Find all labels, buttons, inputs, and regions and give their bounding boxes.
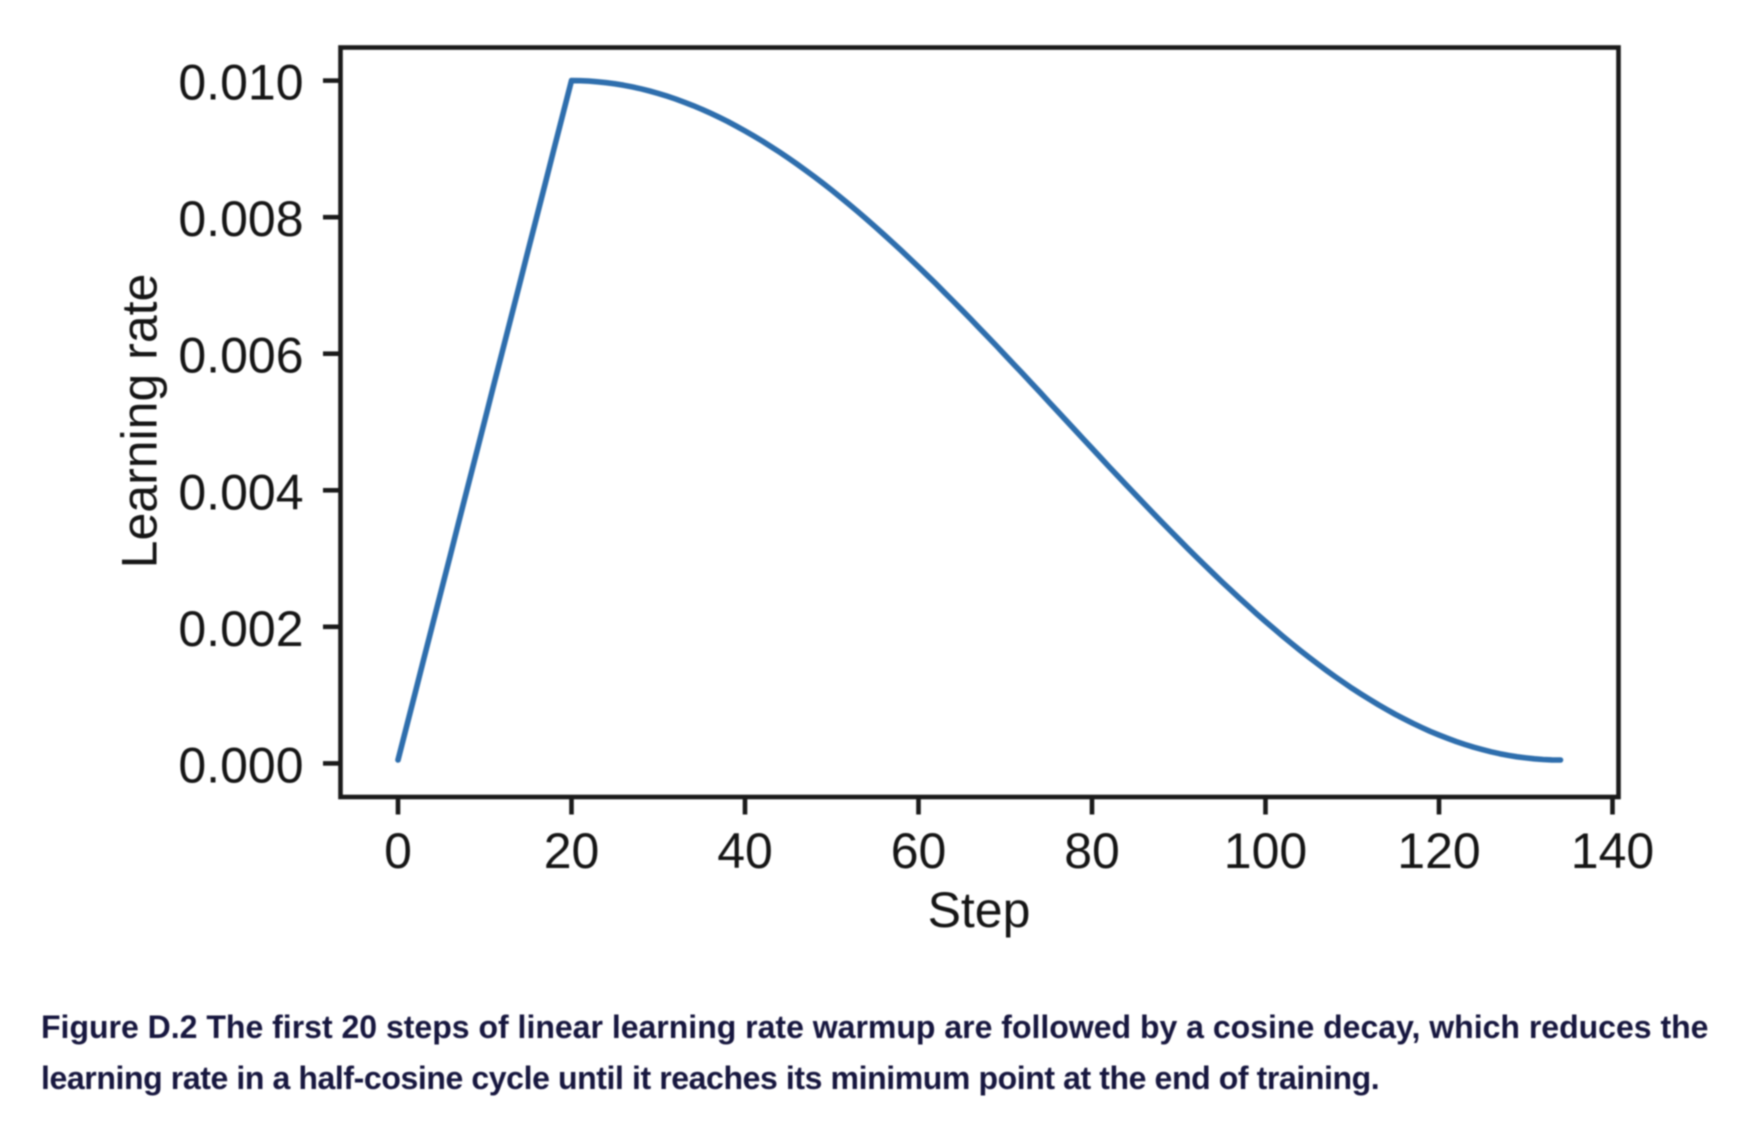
svg-text:Step: Step (928, 882, 1031, 938)
svg-text:120: 120 (1397, 823, 1480, 879)
svg-text:0.010: 0.010 (178, 55, 303, 111)
svg-text:80: 80 (1064, 823, 1120, 879)
svg-text:0.000: 0.000 (178, 737, 303, 793)
svg-text:0.008: 0.008 (178, 191, 303, 247)
svg-text:100: 100 (1224, 823, 1307, 879)
svg-text:20: 20 (544, 823, 600, 879)
svg-text:0.002: 0.002 (178, 601, 303, 657)
svg-text:0: 0 (384, 823, 412, 879)
svg-text:40: 40 (717, 823, 773, 879)
svg-text:140: 140 (1571, 823, 1654, 879)
svg-text:0.006: 0.006 (178, 328, 303, 384)
svg-text:60: 60 (891, 823, 947, 879)
svg-text:0.004: 0.004 (178, 464, 303, 520)
svg-text:Learning rate: Learning rate (112, 274, 168, 569)
